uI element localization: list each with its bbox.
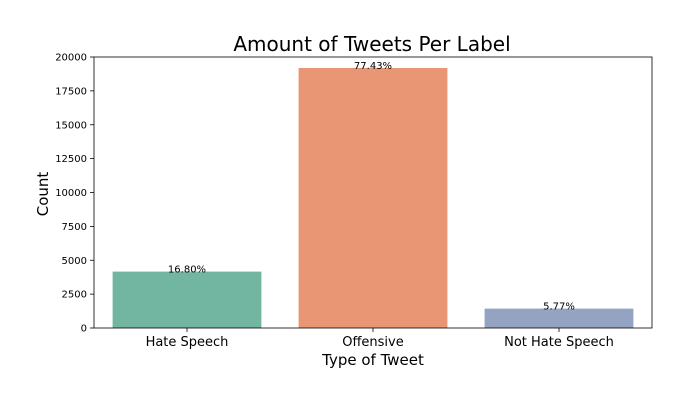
y-axis: 0 2500 5000 7500 10000 12500 15000 17500 20000: [55, 53, 94, 335]
data-label: 77.43%: [354, 61, 392, 72]
x-tick-label: Offensive: [342, 335, 404, 350]
data-label: 16.80%: [168, 265, 206, 276]
bar-not-hate-speech: [484, 308, 634, 328]
y-tick-label: 17500: [55, 86, 87, 97]
chart-title: Amount of Tweets Per Label: [233, 32, 510, 56]
x-tick-label: Not Hate Speech: [504, 335, 614, 350]
y-tick-label: 7500: [62, 222, 87, 233]
y-tick-label: 5000: [62, 256, 87, 267]
y-tick-label: 12500: [55, 154, 87, 165]
x-axis-title: Type of Tweet: [321, 351, 424, 369]
plot-frame: [93, 56, 653, 329]
bar-hate-speech: [112, 271, 262, 328]
x-axis: Hate Speech Offensive Not Hate Speech: [146, 328, 614, 350]
y-tick-label: 15000: [55, 120, 87, 131]
y-tick-label: 10000: [55, 188, 87, 199]
y-tick-label: 0: [81, 324, 87, 335]
data-label: 5.77%: [543, 302, 575, 313]
x-tick-label: Hate Speech: [146, 335, 229, 350]
y-tick-label: 20000: [55, 53, 87, 64]
y-tick-label: 2500: [62, 290, 87, 301]
bar-offensive: [298, 67, 448, 329]
bars-layer: 16.80% 77.43% 5.77%: [112, 61, 634, 329]
y-axis-title: Count: [34, 172, 52, 217]
